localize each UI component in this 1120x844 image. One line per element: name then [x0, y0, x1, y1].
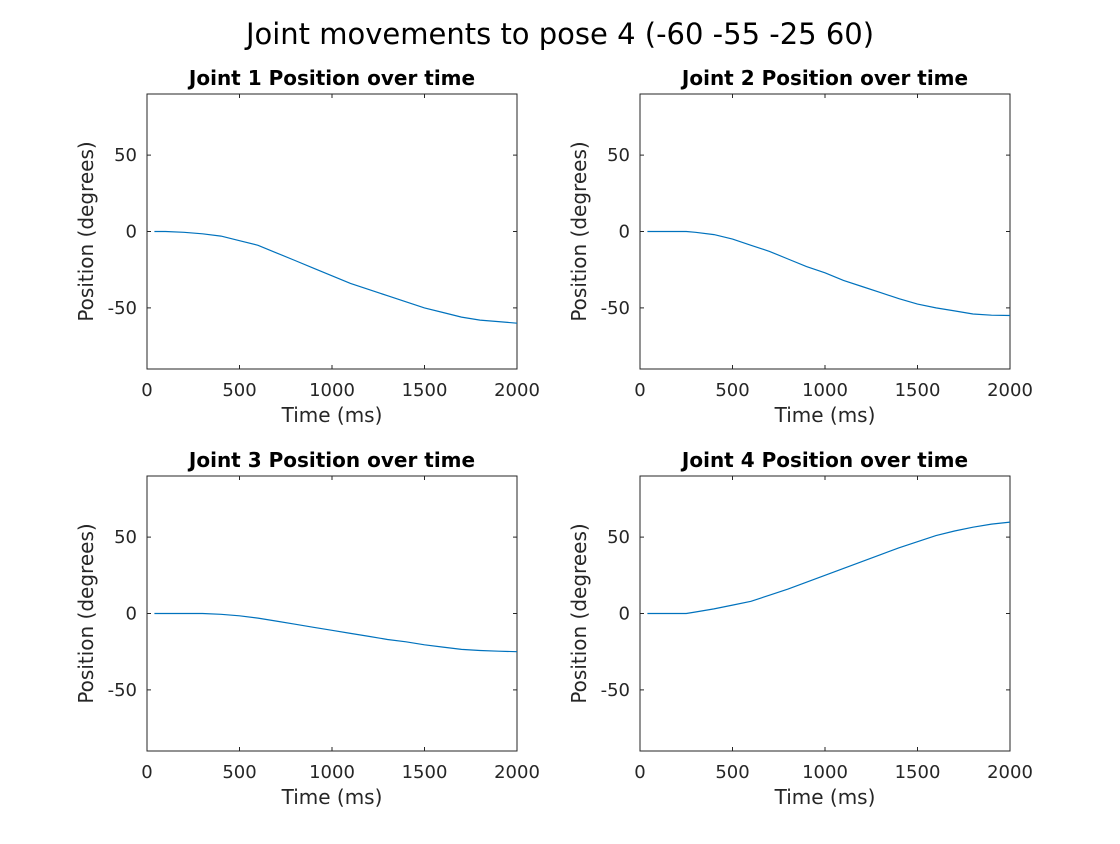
series-line-joint-3 [154, 612, 518, 653]
x-tick-label: 500 [222, 762, 256, 783]
y-axis-label: Position (degrees) [74, 141, 98, 321]
y-tick-label: 0 [619, 604, 630, 625]
series-line-joint-1 [154, 230, 518, 324]
x-tick-label: 2000 [987, 762, 1033, 783]
x-axis-label: Time (ms) [774, 785, 876, 809]
y-tick-label: 0 [126, 604, 137, 625]
y-tick-label: 50 [607, 145, 630, 166]
y-tick-label: 50 [114, 527, 137, 548]
x-tick-label: 1000 [309, 380, 355, 401]
x-axis-label: Time (ms) [281, 403, 383, 427]
subplot-title: Joint 4 Position over time [680, 448, 968, 472]
x-tick-label: 1500 [402, 380, 448, 401]
x-tick-label: 2000 [494, 380, 540, 401]
x-tick-label: 2000 [494, 762, 540, 783]
subplot-joint-4: 0 500 1000 1500 2000 -50 0 50 Joint 4 Position o… [567, 448, 1033, 809]
x-tick-label: 500 [715, 380, 749, 401]
x-tick-label: 1500 [402, 762, 448, 783]
x-tick-label: 0 [634, 380, 645, 401]
y-axis-label: Position (degrees) [567, 141, 591, 321]
x-tick-label: 500 [715, 762, 749, 783]
plot-area [639, 475, 1011, 752]
subplot-joint-3: 0 500 1000 1500 2000 -50 0 50 Joint 3 Position o… [74, 448, 540, 809]
series-line-joint-2 [647, 230, 1011, 317]
plot-area [639, 93, 1011, 370]
y-tick-label: 0 [126, 222, 137, 243]
y-tick-label: 0 [619, 222, 630, 243]
subplot-title: Joint 1 Position over time [187, 66, 475, 90]
x-tick-label: 0 [634, 762, 645, 783]
series-line-joint-4 [647, 521, 1011, 615]
y-tick-label: 50 [114, 145, 137, 166]
plot-area [146, 93, 518, 370]
x-tick-label: 500 [222, 380, 256, 401]
x-tick-label: 1500 [895, 762, 941, 783]
subplot-title: Joint 3 Position over time [187, 448, 475, 472]
x-axis-label: Time (ms) [281, 785, 383, 809]
y-tick-label: -50 [108, 680, 137, 701]
subplot-title: Joint 2 Position over time [680, 66, 968, 90]
x-tick-label: 1000 [802, 762, 848, 783]
x-tick-label: 1000 [802, 380, 848, 401]
subplot-joint-1: 0 500 1000 1500 2000 -50 0 50 Joint 1 Position o… [74, 66, 540, 427]
y-axis-label: Position (degrees) [74, 523, 98, 703]
y-tick-label: -50 [601, 298, 630, 319]
x-tick-label: 1000 [309, 762, 355, 783]
y-axis-label: Position (degrees) [567, 523, 591, 703]
x-tick-label: 0 [141, 762, 152, 783]
x-tick-label: 1500 [895, 380, 941, 401]
x-axis-label: Time (ms) [774, 403, 876, 427]
subplot-joint-2: 0 500 1000 1500 2000 -50 0 50 Joint 2 Position o… [567, 66, 1033, 427]
x-tick-label: 2000 [987, 380, 1033, 401]
y-tick-label: -50 [601, 680, 630, 701]
y-tick-label: 50 [607, 527, 630, 548]
x-tick-label: 0 [141, 380, 152, 401]
y-tick-label: -50 [108, 298, 137, 319]
figure-title: Joint movements to pose 4 (-60 -55 -25 6… [244, 17, 874, 51]
